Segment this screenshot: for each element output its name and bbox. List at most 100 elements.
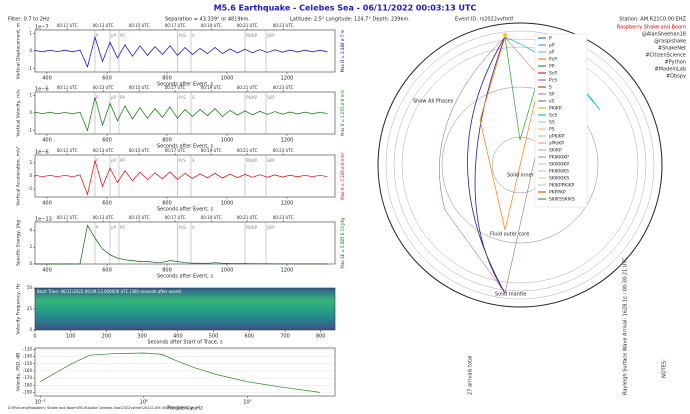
top-tick-label: 00:19 UTC bbox=[201, 215, 222, 220]
tag: #CitizenScience bbox=[645, 53, 686, 59]
top-tick-label: 00:19 UTC bbox=[201, 85, 222, 90]
phase-label: S bbox=[192, 225, 195, 230]
show-all[interactable]: Show All Phases bbox=[413, 99, 454, 105]
y-tick-label: 0 bbox=[29, 110, 32, 115]
y-tick-label: 0 bbox=[29, 261, 32, 266]
y-axis-label: Vertical Displacement, m bbox=[16, 23, 22, 79]
phase-label: P bbox=[96, 225, 99, 230]
legend-label: PcS bbox=[549, 78, 557, 84]
legend-label: SKiKP bbox=[549, 148, 562, 154]
legend-label: sP bbox=[549, 50, 554, 56]
x-tick-label: 800 bbox=[162, 138, 172, 144]
top-tick-label: 00:15 UTC bbox=[129, 148, 150, 153]
legend-label: SKIKKIKP bbox=[549, 162, 569, 168]
trace bbox=[34, 224, 328, 265]
phase-label: PKiKP bbox=[246, 158, 258, 163]
tag: #MadeInLab bbox=[655, 67, 686, 73]
top-tick-label: 00:23 UTC bbox=[273, 148, 294, 153]
annotation: Max A = 7.226 e-6 m/s² bbox=[340, 152, 345, 200]
exponent: 1e−7 bbox=[35, 25, 49, 31]
tag: #Obspy bbox=[666, 74, 686, 80]
legend-label: SP bbox=[549, 92, 555, 98]
top-tick-label: 00:15 UTC bbox=[129, 23, 150, 28]
filter: Filter: 0.7 to 2Hz bbox=[8, 17, 50, 23]
legend-label: SKIKSSKIKS bbox=[549, 197, 575, 203]
y-tick-label: 4 bbox=[29, 227, 32, 232]
phase-label: pP bbox=[111, 225, 117, 230]
top-tick-label: 00:17 UTC bbox=[165, 215, 186, 220]
y-axis-label: Vertical Velocity, m/s bbox=[16, 89, 22, 137]
station: Station: AM.R21C0.00.EHZ bbox=[619, 17, 686, 23]
inner-core: Solid inner core bbox=[507, 173, 546, 179]
phase-label: S bbox=[192, 95, 195, 100]
ring bbox=[393, 38, 647, 292]
exponent: 1e−6 bbox=[35, 87, 49, 93]
legend-label: sPKiKP bbox=[549, 141, 564, 147]
separation: Separation = 43.339° or 4819km. bbox=[165, 17, 250, 23]
y-tick-label: 50 bbox=[27, 285, 33, 290]
y-tick-label: 0 bbox=[29, 173, 32, 178]
x-tick-label: 1200 bbox=[281, 138, 294, 144]
top-tick-label: 00:23 UTC bbox=[273, 85, 294, 90]
x-tick-label: 1200 bbox=[281, 76, 294, 82]
y-tick-label: -5 bbox=[28, 186, 32, 191]
x-tick-label: 300 bbox=[137, 334, 147, 340]
x-tick-label: 400 bbox=[42, 76, 52, 82]
trace bbox=[34, 160, 328, 196]
legend-label: PKiKP bbox=[549, 106, 562, 112]
legend-label: PcP bbox=[549, 57, 557, 63]
legend-label: ScP bbox=[549, 71, 557, 77]
y-tick-label: -1 bbox=[28, 66, 32, 71]
tag: @AlanSheehan18 bbox=[642, 32, 686, 38]
y-tick-label: -190 bbox=[23, 389, 33, 394]
y-tick-label: -130 bbox=[23, 346, 33, 351]
phase-label: pP bbox=[111, 95, 117, 100]
phase-label: PKiKP bbox=[246, 225, 258, 230]
y-axis-label: Velocity, PSD, dB bbox=[16, 353, 22, 391]
top-tick-label: 00:17 UTC bbox=[165, 85, 186, 90]
x-tick-label: 1200 bbox=[281, 201, 294, 207]
title: M5.6 Earthquake - Celebes Sea - 06/11/20… bbox=[214, 4, 477, 13]
y-tick-label: 5 bbox=[29, 160, 32, 165]
top-tick-label: 00:21 UTC bbox=[237, 23, 258, 28]
top-tick-label: 00:21 UTC bbox=[237, 85, 258, 90]
top-tick-label: 00:13 UTC bbox=[93, 85, 114, 90]
x-tick-label: 800 bbox=[162, 201, 172, 207]
brand: Raspberry Shake and Boom bbox=[617, 25, 686, 31]
trace bbox=[34, 97, 328, 132]
axes bbox=[34, 221, 336, 265]
top-tick-label: 00:21 UTC bbox=[237, 148, 258, 153]
x-tick-label: 200 bbox=[102, 334, 112, 340]
exponent: 1e−6 bbox=[35, 150, 49, 156]
ray bbox=[439, 36, 561, 294]
x-tick-label: 400 bbox=[42, 268, 52, 274]
x-tick-label: 100 bbox=[66, 334, 76, 340]
legend-label: PS bbox=[549, 127, 555, 133]
phase-label: PKiKP bbox=[246, 33, 258, 38]
x-tick-label: 400 bbox=[42, 138, 52, 144]
x-tick-label: 400 bbox=[173, 334, 183, 340]
x-tick-label: 1200 bbox=[281, 268, 294, 274]
event-id: Event ID: rs2022vvfmtf bbox=[455, 17, 513, 23]
y-tick-label: -160 bbox=[23, 368, 33, 373]
footer: D:\Pictures\Raspberry Shake and Boom\M5.… bbox=[8, 406, 197, 410]
top-tick-label: 00:15 UTC bbox=[129, 85, 150, 90]
phase-label: PcS bbox=[179, 225, 187, 230]
phase-label: PP bbox=[120, 158, 125, 163]
phase-label: pP bbox=[111, 33, 117, 38]
x-axis-label: Seconds after Start of Trace, s bbox=[147, 340, 223, 346]
ring bbox=[385, 30, 655, 300]
y-tick-label: 1 bbox=[29, 31, 32, 36]
x-tick-label: 0 bbox=[33, 334, 36, 340]
annotation: Max D = 2.488 e-7 m bbox=[340, 29, 345, 72]
x-tick-label: 1000 bbox=[221, 201, 234, 207]
top-tick-label: 00:13 UTC bbox=[93, 148, 114, 153]
x-tick-label: 600 bbox=[245, 334, 255, 340]
phase-label: P bbox=[96, 158, 99, 163]
phase-label: S bbox=[192, 33, 195, 38]
x-tick-label: 400 bbox=[42, 201, 52, 207]
legend-label: P bbox=[549, 36, 552, 42]
x-tick-label: 1000 bbox=[221, 138, 234, 144]
y-axis-label: Vertical Acceleration, m/s² bbox=[16, 146, 22, 205]
